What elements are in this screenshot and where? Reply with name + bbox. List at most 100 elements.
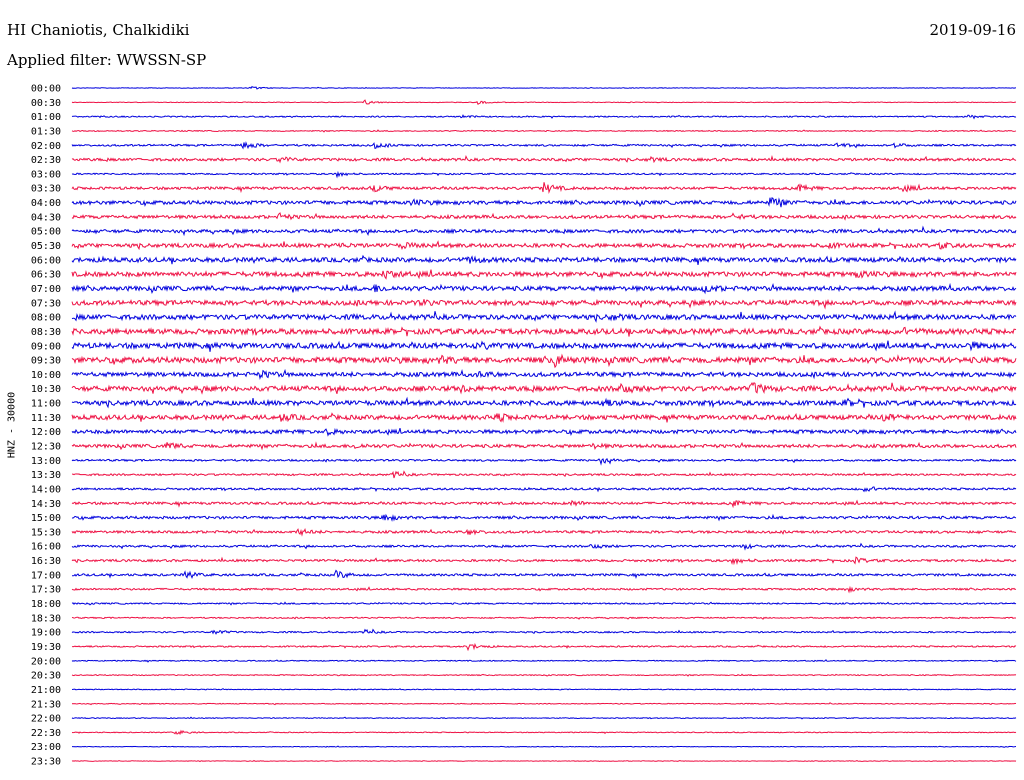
time-tick-label: 15:30 bbox=[31, 527, 61, 538]
time-tick-label: 17:00 bbox=[31, 570, 61, 581]
time-tick-label: 12:00 bbox=[31, 427, 61, 438]
trace-line bbox=[71, 659, 1017, 663]
station-title: HI Chaniotis, Chalkidiki bbox=[7, 21, 190, 39]
trace-line bbox=[71, 427, 1017, 437]
trace-line bbox=[71, 182, 1017, 195]
trace-line bbox=[71, 702, 1017, 706]
trace-line bbox=[71, 412, 1017, 423]
trace-line bbox=[71, 527, 1017, 537]
trace-line bbox=[71, 225, 1017, 237]
time-tick-label: 13:30 bbox=[31, 470, 61, 481]
trace-line bbox=[71, 129, 1017, 133]
time-tick-label: 00:30 bbox=[31, 98, 61, 109]
trace-line bbox=[71, 254, 1017, 266]
date-label: 2019-09-16 bbox=[929, 21, 1016, 39]
trace-line bbox=[71, 745, 1017, 748]
trace-line bbox=[71, 114, 1017, 120]
time-tick-labels: 00:00 00:30 01:00 01:30 02:00 02:30 03:00 03:30… bbox=[31, 84, 61, 768]
time-tick-label: 00:00 bbox=[31, 84, 61, 95]
time-tick-label: 05:30 bbox=[31, 241, 61, 252]
time-tick-label: 13:00 bbox=[31, 456, 61, 467]
trace-line bbox=[71, 381, 1017, 395]
time-tick-label: 11:30 bbox=[31, 413, 61, 424]
time-tick-label: 23:00 bbox=[31, 742, 61, 753]
time-tick-label: 04:30 bbox=[31, 212, 61, 223]
time-tick-label: 16:30 bbox=[31, 556, 61, 567]
time-tick-label: 07:00 bbox=[31, 284, 61, 295]
trace-line bbox=[71, 340, 1017, 352]
trace-line bbox=[71, 240, 1017, 251]
trace-line bbox=[71, 141, 1017, 150]
trace-line bbox=[71, 85, 1017, 90]
trace-line bbox=[71, 457, 1017, 466]
trace-line bbox=[71, 325, 1017, 337]
trace-line bbox=[71, 642, 1017, 652]
trace-line bbox=[71, 269, 1017, 280]
time-tick-label: 11:00 bbox=[31, 399, 61, 410]
time-tick-label: 16:00 bbox=[31, 542, 61, 553]
time-tick-label: 21:30 bbox=[31, 699, 61, 710]
trace-line bbox=[71, 99, 1017, 105]
time-tick-label: 09:30 bbox=[31, 356, 61, 367]
time-tick-label: 20:30 bbox=[31, 671, 61, 682]
trace-line bbox=[71, 441, 1017, 451]
trace-line bbox=[71, 310, 1017, 323]
trace-line bbox=[71, 368, 1017, 380]
time-tick-label: 04:00 bbox=[31, 198, 61, 209]
time-tick-label: 09:00 bbox=[31, 341, 61, 352]
filter-label: Applied filter: WWSSN-SP bbox=[7, 51, 207, 69]
time-tick-label: 08:30 bbox=[31, 327, 61, 338]
trace-line bbox=[71, 542, 1017, 551]
trace-line bbox=[71, 585, 1017, 594]
trace-line bbox=[71, 470, 1017, 479]
trace-line bbox=[71, 759, 1017, 763]
trace-line bbox=[71, 628, 1017, 635]
trace-line bbox=[71, 601, 1017, 606]
time-tick-label: 14:00 bbox=[31, 484, 61, 495]
time-tick-label: 05:00 bbox=[31, 227, 61, 238]
time-tick-label: 18:00 bbox=[31, 599, 61, 610]
time-tick-label: 15:00 bbox=[31, 513, 61, 524]
time-tick-label: 03:00 bbox=[31, 169, 61, 180]
time-tick-label: 19:00 bbox=[31, 628, 61, 639]
time-tick-label: 23:30 bbox=[31, 757, 61, 768]
time-tick-label: 22:30 bbox=[31, 728, 61, 739]
time-tick-label: 21:00 bbox=[31, 685, 61, 696]
trace-line bbox=[71, 154, 1017, 164]
time-tick-label: 22:00 bbox=[31, 714, 61, 725]
time-tick-label: 07:30 bbox=[31, 298, 61, 309]
trace-line bbox=[71, 396, 1017, 409]
trace-line bbox=[71, 569, 1017, 580]
trace-line bbox=[71, 170, 1017, 179]
time-tick-label: 06:00 bbox=[31, 255, 61, 266]
trace-line bbox=[71, 212, 1017, 221]
time-tick-label: 12:30 bbox=[31, 442, 61, 453]
trace-line bbox=[71, 486, 1017, 493]
trace-line bbox=[71, 716, 1017, 720]
trace-line bbox=[71, 556, 1017, 566]
trace-line bbox=[71, 353, 1017, 369]
trace-line bbox=[71, 298, 1017, 310]
trace-line bbox=[71, 616, 1017, 620]
trace-line bbox=[71, 499, 1017, 509]
trace-line bbox=[71, 197, 1017, 208]
time-tick-label: 17:30 bbox=[31, 585, 61, 596]
time-tick-label: 06:30 bbox=[31, 270, 61, 281]
time-tick-label: 10:00 bbox=[31, 370, 61, 381]
time-tick-label: 02:30 bbox=[31, 155, 61, 166]
trace-layer bbox=[71, 85, 1017, 763]
time-tick-label: 01:30 bbox=[31, 126, 61, 137]
time-tick-label: 14:30 bbox=[31, 499, 61, 510]
trace-line bbox=[71, 688, 1017, 691]
time-tick-label: 03:30 bbox=[31, 184, 61, 195]
time-tick-label: 20:00 bbox=[31, 656, 61, 667]
trace-line bbox=[71, 729, 1017, 736]
trace-line bbox=[71, 673, 1017, 677]
time-tick-label: 10:30 bbox=[31, 384, 61, 395]
time-tick-label: 01:00 bbox=[31, 112, 61, 123]
trace-line bbox=[71, 282, 1017, 295]
time-tick-label: 08:00 bbox=[31, 313, 61, 324]
time-tick-label: 02:00 bbox=[31, 141, 61, 152]
time-tick-label: 19:30 bbox=[31, 642, 61, 653]
